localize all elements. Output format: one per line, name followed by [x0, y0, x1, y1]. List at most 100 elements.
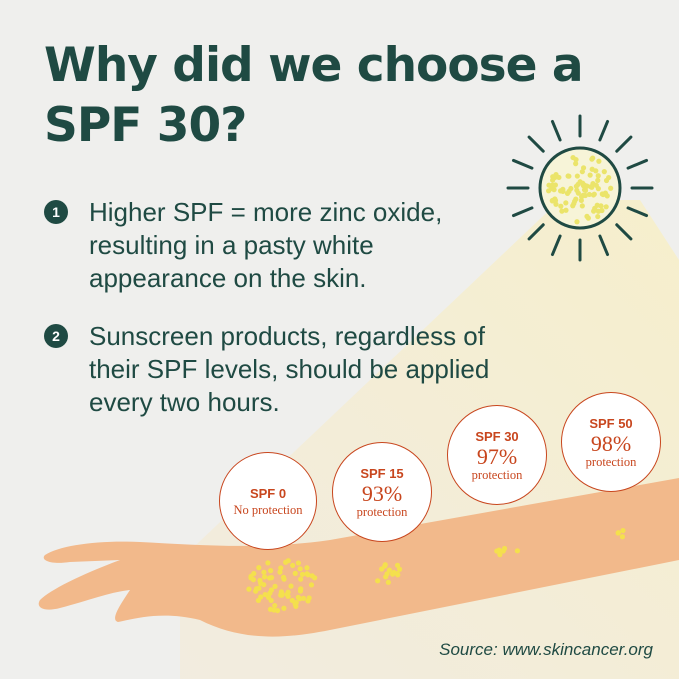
dot [574, 187, 580, 193]
number-badge: 2 [44, 324, 68, 348]
dot [281, 605, 287, 611]
dot [563, 200, 569, 206]
dot [305, 598, 311, 604]
number-badge: 1 [44, 200, 68, 224]
dot [255, 597, 262, 604]
dot [277, 569, 283, 575]
arm-illustration [38, 478, 679, 637]
sun-ray [550, 234, 562, 257]
sun-ray [527, 135, 545, 153]
source-citation: Source: www.skincancer.org [439, 640, 653, 659]
sun-ray [598, 119, 610, 142]
dot [573, 161, 579, 167]
badge-label: SPF 0 [249, 485, 287, 501]
dot [584, 213, 590, 219]
sun-ray [615, 135, 633, 153]
dot [494, 548, 500, 554]
dot [500, 548, 506, 554]
dot [246, 586, 252, 592]
badge-value: 93% [361, 480, 403, 506]
dot [312, 575, 318, 581]
dot [615, 530, 622, 536]
sun-ray [598, 234, 610, 257]
dot [391, 569, 397, 576]
dot [589, 184, 595, 190]
dot [559, 208, 565, 214]
dot [288, 583, 294, 589]
sun-ray [626, 206, 649, 218]
dot [566, 173, 572, 179]
dot [560, 188, 566, 195]
dot [304, 565, 310, 571]
dot [292, 601, 298, 607]
page-title: Why did we choose a SPF 30? [44, 38, 584, 153]
dot [580, 183, 587, 189]
spf-0-badge: SPF 0 No protection [219, 452, 317, 550]
dot [572, 198, 578, 204]
dot [570, 154, 576, 161]
sun-ray [550, 119, 562, 142]
dot [300, 595, 307, 601]
dot [308, 582, 315, 588]
dot [289, 597, 295, 604]
sun-ray [511, 158, 534, 170]
dot [268, 568, 274, 574]
badge-description: protection [356, 504, 408, 519]
badge-label: SPF 50 [589, 415, 633, 431]
dot [272, 602, 278, 609]
dot [595, 173, 601, 179]
dot [553, 201, 559, 207]
dot [396, 566, 403, 572]
spf-15-badge: SPF 15 93% protection [332, 442, 432, 542]
dot [608, 185, 614, 191]
dot [599, 191, 605, 197]
point-text: Sunscreen products, regardless of their … [89, 321, 490, 417]
dot [574, 219, 580, 225]
dot [586, 191, 592, 198]
dot [256, 565, 262, 571]
dot [593, 168, 599, 174]
dot [266, 575, 273, 581]
dot [592, 205, 598, 211]
sun-ray [527, 223, 545, 241]
point-2: 2 Sunscreen products, regardless of thei… [44, 320, 499, 419]
dot [582, 187, 589, 194]
dot [305, 572, 311, 578]
dot [596, 158, 602, 164]
dot [552, 174, 558, 181]
dot [379, 566, 385, 572]
dot [278, 565, 284, 571]
badge-description: protection [471, 467, 523, 482]
dot [271, 607, 277, 613]
dot [283, 559, 289, 565]
dot [248, 575, 254, 581]
sun-ray [511, 206, 534, 218]
dot [297, 596, 303, 602]
dot [549, 186, 555, 192]
badge-value: 98% [590, 430, 632, 456]
badge-label: SPF 30 [475, 428, 519, 444]
dot [580, 192, 586, 198]
dot [570, 203, 576, 209]
dot [253, 586, 260, 592]
dot [262, 574, 268, 580]
dot [580, 165, 587, 171]
dot [556, 174, 562, 181]
dot [268, 597, 274, 604]
dot [601, 169, 607, 175]
dot [384, 571, 390, 577]
dot [297, 566, 303, 572]
dot [514, 548, 521, 554]
dot [558, 203, 564, 209]
dot [375, 578, 381, 584]
dot [590, 155, 596, 161]
dot [574, 173, 580, 179]
dot [552, 196, 558, 202]
badge-value: 97% [476, 443, 518, 469]
dot [497, 552, 503, 558]
dot [265, 560, 271, 566]
dot [299, 571, 305, 577]
dot [298, 576, 304, 582]
dot [620, 527, 626, 534]
badge-description: protection [585, 454, 637, 469]
